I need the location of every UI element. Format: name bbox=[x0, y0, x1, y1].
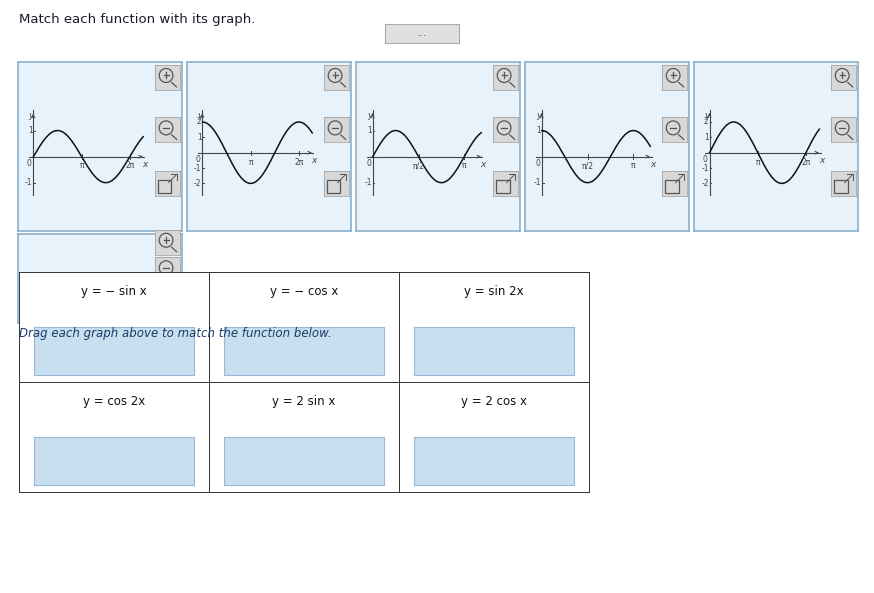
Bar bbox=[158, 294, 171, 308]
Text: -1: -1 bbox=[364, 178, 371, 187]
Bar bbox=[327, 180, 341, 193]
Text: x: x bbox=[481, 160, 486, 169]
Text: 2π: 2π bbox=[801, 158, 811, 167]
Text: π: π bbox=[80, 285, 84, 294]
Text: y = − sin x: y = − sin x bbox=[81, 285, 147, 298]
Text: y: y bbox=[704, 111, 710, 120]
Bar bbox=[665, 180, 678, 193]
Text: 2: 2 bbox=[197, 117, 202, 126]
Text: -1: -1 bbox=[25, 178, 32, 187]
Text: -2: -2 bbox=[701, 179, 709, 188]
Text: 2π: 2π bbox=[295, 158, 303, 167]
Text: y: y bbox=[536, 111, 542, 120]
Text: Drag each graph above to match the function below.: Drag each graph above to match the funct… bbox=[19, 327, 332, 340]
Text: π: π bbox=[462, 161, 467, 170]
Text: π: π bbox=[80, 161, 84, 170]
Text: 2π: 2π bbox=[125, 161, 135, 170]
Text: π/2: π/2 bbox=[581, 161, 593, 170]
Text: 1: 1 bbox=[704, 133, 709, 142]
Text: x: x bbox=[649, 160, 656, 169]
Text: -2: -2 bbox=[194, 179, 202, 188]
Text: 1: 1 bbox=[536, 126, 541, 135]
Bar bbox=[496, 180, 510, 193]
Text: y: y bbox=[28, 111, 33, 120]
Text: 1: 1 bbox=[197, 133, 202, 142]
Bar bbox=[158, 180, 171, 193]
Text: 1: 1 bbox=[367, 126, 371, 135]
Text: y = 2 sin x: y = 2 sin x bbox=[273, 396, 336, 409]
Text: 1: 1 bbox=[28, 279, 32, 288]
Text: ...: ... bbox=[417, 28, 427, 38]
Text: -1: -1 bbox=[701, 164, 709, 173]
Text: π: π bbox=[631, 161, 635, 170]
Text: y = cos 2x: y = cos 2x bbox=[83, 396, 145, 409]
Text: x: x bbox=[819, 156, 824, 165]
Text: 0: 0 bbox=[196, 155, 201, 164]
Text: -1: -1 bbox=[194, 164, 202, 173]
Bar bbox=[834, 180, 848, 193]
Text: 2: 2 bbox=[704, 117, 709, 126]
Text: y = 2 cos x: y = 2 cos x bbox=[461, 396, 527, 409]
Text: 0: 0 bbox=[366, 159, 371, 168]
Text: Match each function with its graph.: Match each function with its graph. bbox=[19, 13, 255, 26]
Text: -1: -1 bbox=[25, 282, 32, 291]
Text: 0: 0 bbox=[27, 285, 31, 294]
Text: 0: 0 bbox=[27, 159, 31, 168]
Text: y: y bbox=[197, 111, 202, 120]
Text: π: π bbox=[248, 158, 253, 167]
Text: 1: 1 bbox=[28, 126, 32, 135]
Text: 2π: 2π bbox=[125, 285, 135, 294]
Text: π/2: π/2 bbox=[413, 161, 425, 170]
Text: x: x bbox=[142, 160, 148, 169]
Text: π: π bbox=[755, 158, 760, 167]
Text: x: x bbox=[312, 156, 317, 165]
Text: y = sin 2x: y = sin 2x bbox=[464, 285, 524, 298]
Text: 0: 0 bbox=[535, 159, 540, 168]
Text: y: y bbox=[28, 282, 33, 291]
Text: x: x bbox=[142, 285, 148, 294]
Text: -1: -1 bbox=[533, 178, 541, 187]
Text: y = − cos x: y = − cos x bbox=[270, 285, 338, 298]
Text: 0: 0 bbox=[703, 155, 708, 164]
Text: y: y bbox=[367, 111, 372, 120]
